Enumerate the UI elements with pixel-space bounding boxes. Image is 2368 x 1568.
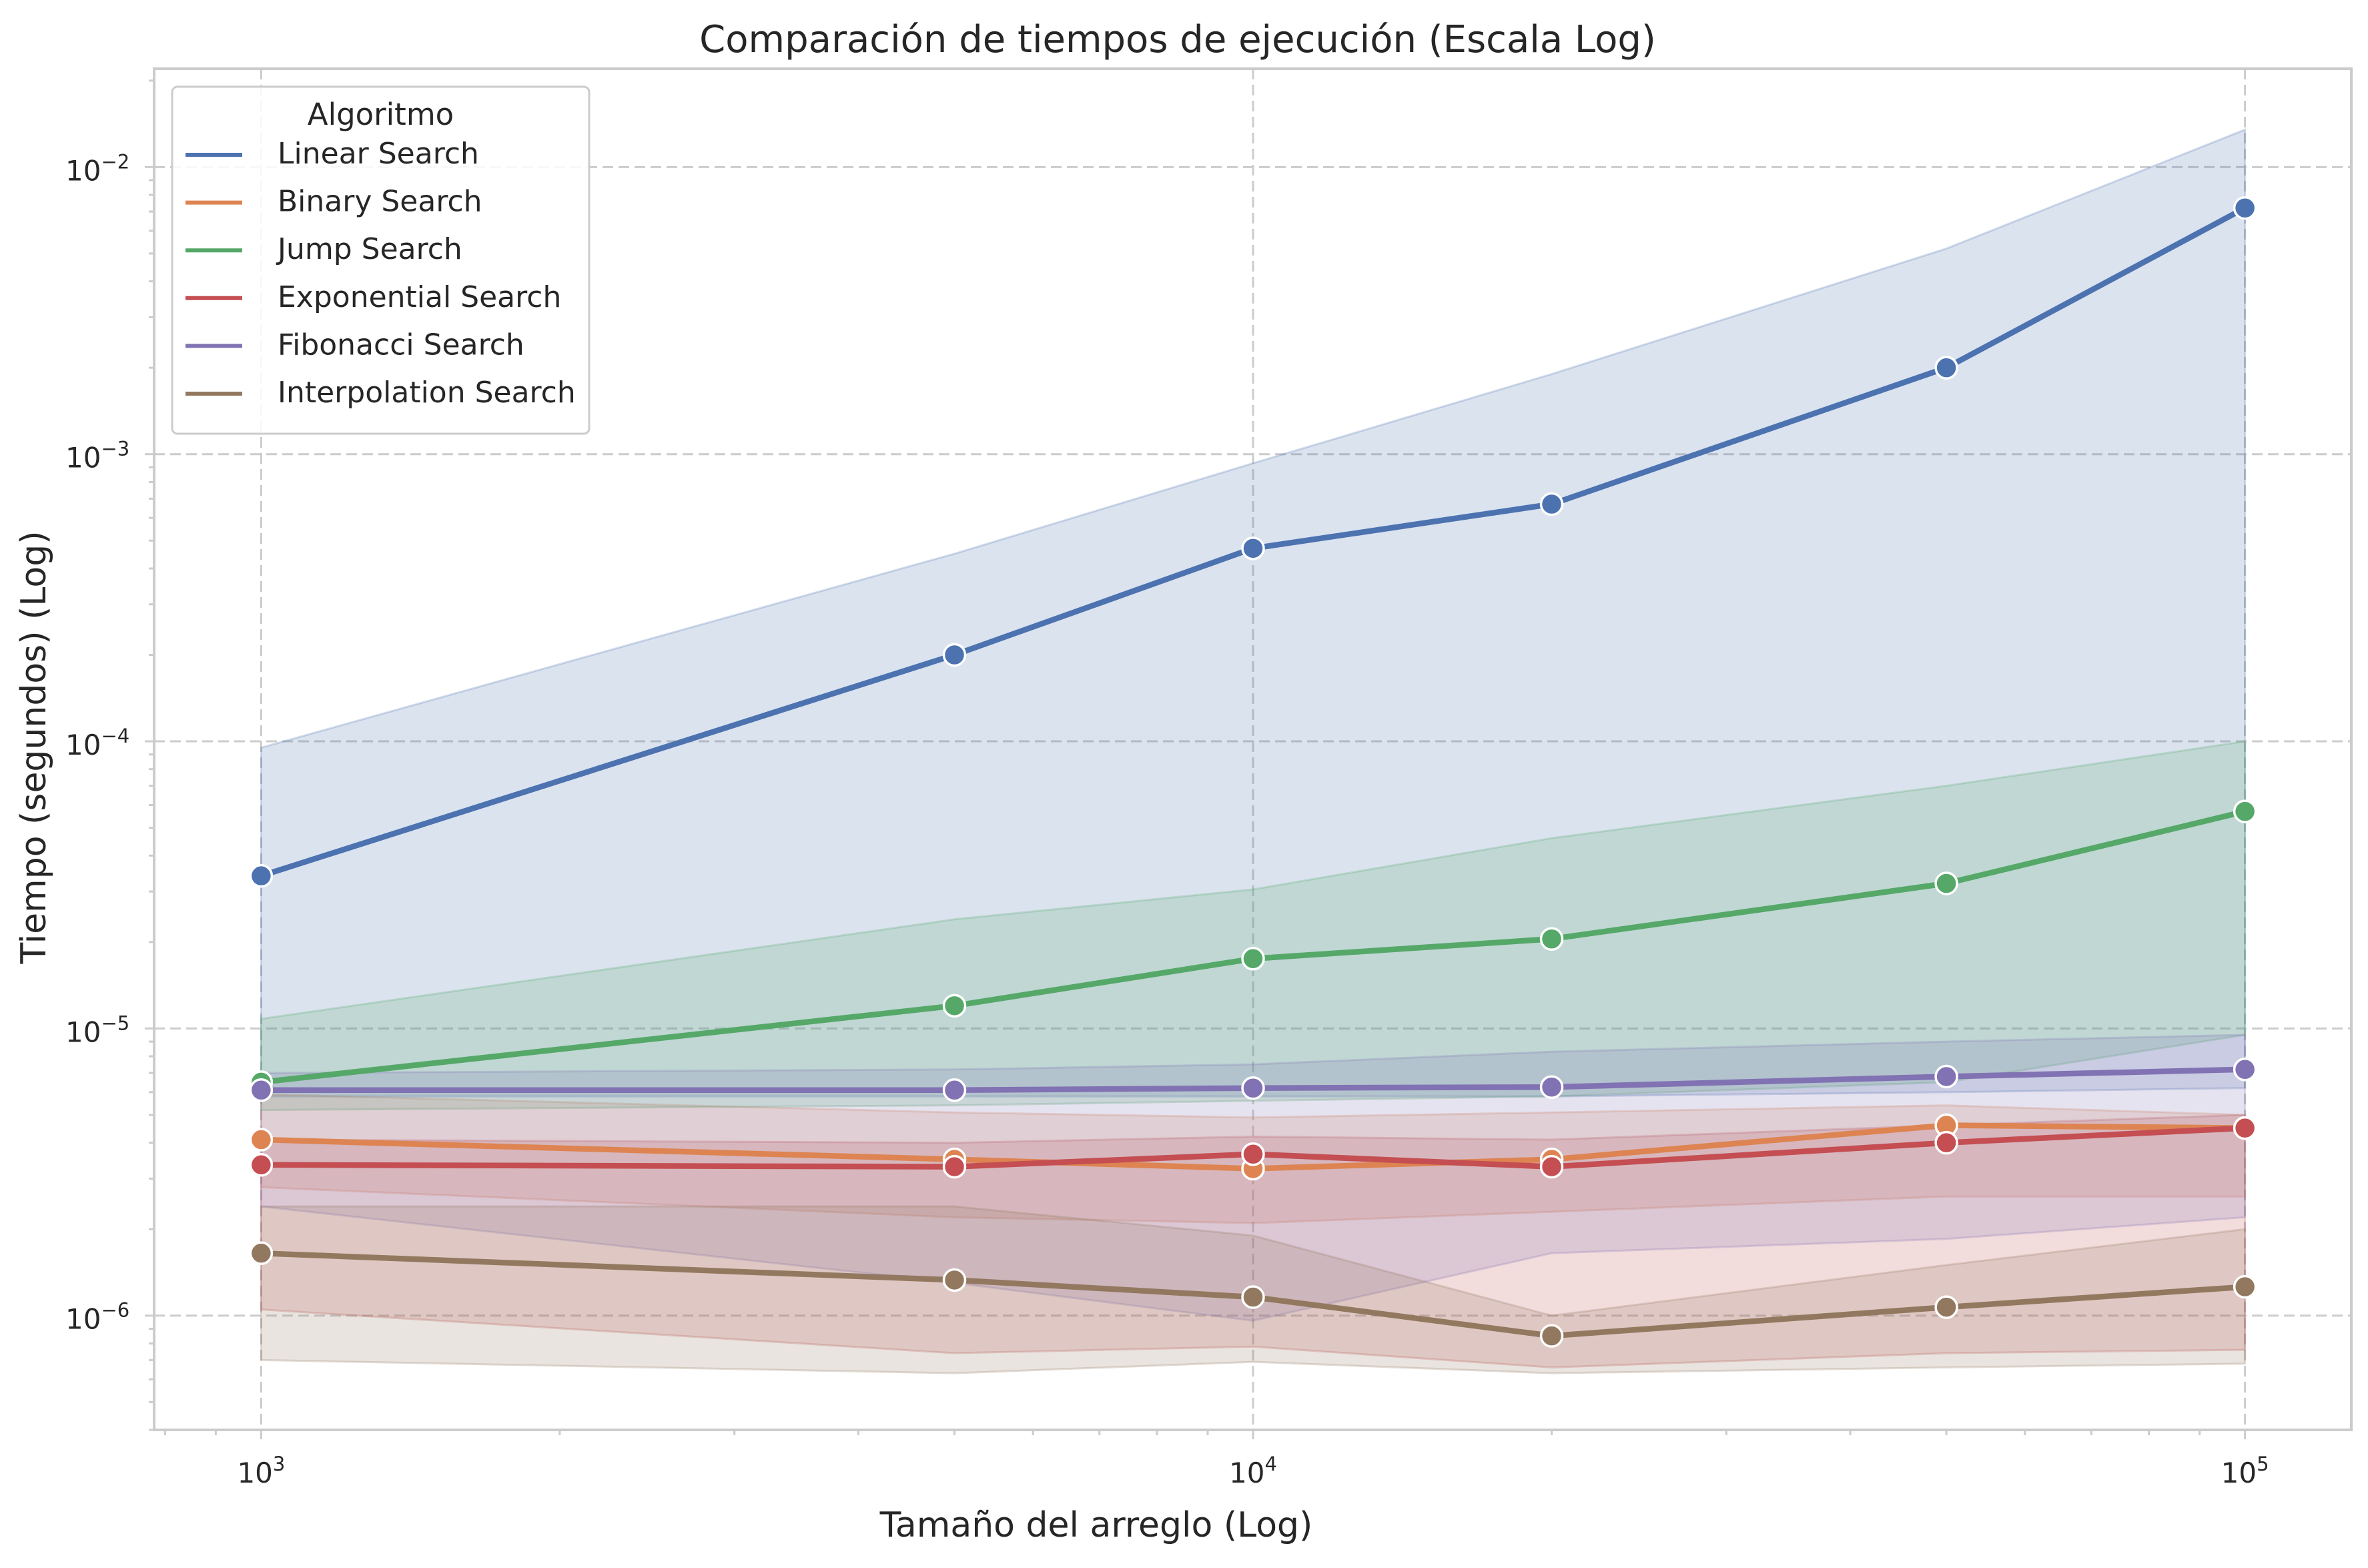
legend-label: Binary Search bbox=[278, 185, 482, 219]
data-point bbox=[1934, 1130, 1958, 1155]
data-point bbox=[1934, 1064, 1958, 1089]
data-point bbox=[249, 1153, 274, 1177]
y-tick-label: 10−2 bbox=[65, 150, 129, 187]
data-point bbox=[2233, 1274, 2257, 1299]
legend: Algoritmo Linear Search Binary Search Jump … bbox=[171, 85, 590, 435]
data-point bbox=[2233, 1116, 2257, 1140]
y-tick-label: 10−6 bbox=[65, 1299, 129, 1336]
data-point bbox=[1539, 1324, 1564, 1348]
data-point bbox=[942, 1268, 967, 1292]
legend-label: Fibonacci Search bbox=[278, 328, 524, 362]
data-point bbox=[1241, 947, 1265, 971]
data-point bbox=[1539, 927, 1564, 951]
x-tick-label: 104 bbox=[1229, 1453, 1277, 1489]
ci-band bbox=[260, 740, 2247, 1112]
series-line bbox=[258, 1066, 2248, 1094]
series-line bbox=[258, 1125, 2248, 1170]
legend-box bbox=[171, 85, 590, 435]
y-axis-label: Tiempo (segundos) (Log) bbox=[14, 530, 54, 964]
data-point bbox=[1539, 1154, 1564, 1179]
series-line bbox=[258, 1122, 2248, 1172]
data-point bbox=[942, 1154, 967, 1179]
chart-title: Comparación de tiempos de ejecución (Esc… bbox=[699, 18, 1656, 61]
legend-label: Jump Search bbox=[276, 232, 462, 266]
tick-labels: 103 104 105 10−6 10−5 10−4 10−3 10−2 bbox=[65, 150, 2269, 1489]
series-line bbox=[258, 808, 2248, 1086]
data-point bbox=[1241, 1076, 1265, 1100]
legend-label: Linear Search bbox=[278, 137, 479, 171]
data-point bbox=[249, 863, 274, 888]
data-point bbox=[249, 1078, 274, 1102]
x-tick-label: 105 bbox=[2221, 1453, 2269, 1489]
y-tick-label: 10−4 bbox=[65, 725, 129, 761]
series-line bbox=[258, 205, 2248, 879]
data-point bbox=[942, 1078, 967, 1102]
data-point bbox=[1539, 492, 1564, 516]
data-point bbox=[1241, 536, 1265, 560]
x-axis-label: Tamaño del arreglo (Log) bbox=[879, 1505, 1313, 1545]
data-point bbox=[942, 643, 967, 667]
series-line bbox=[258, 1250, 2248, 1339]
data-point bbox=[1241, 1142, 1265, 1166]
ci-band bbox=[260, 1114, 2247, 1368]
data-point bbox=[1934, 356, 1958, 380]
data-point bbox=[249, 1241, 274, 1265]
series-markers bbox=[249, 196, 2257, 1348]
data-point bbox=[942, 994, 967, 1018]
legend-label: Interpolation Search bbox=[278, 376, 576, 410]
series-lines bbox=[258, 205, 2248, 1339]
data-point bbox=[1934, 871, 1958, 895]
legend-label: Exponential Search bbox=[278, 280, 561, 314]
data-point bbox=[249, 1128, 274, 1152]
data-point bbox=[1539, 1075, 1564, 1099]
data-point bbox=[1241, 1285, 1265, 1309]
data-point bbox=[2233, 196, 2257, 220]
data-point bbox=[2233, 799, 2257, 823]
data-point bbox=[2233, 1058, 2257, 1082]
data-point bbox=[1934, 1295, 1958, 1319]
legend-title: Algoritmo bbox=[308, 97, 454, 132]
y-tick-label: 10−5 bbox=[65, 1012, 129, 1048]
y-tick-label: 10−3 bbox=[65, 438, 129, 474]
x-tick-label: 103 bbox=[237, 1453, 285, 1489]
